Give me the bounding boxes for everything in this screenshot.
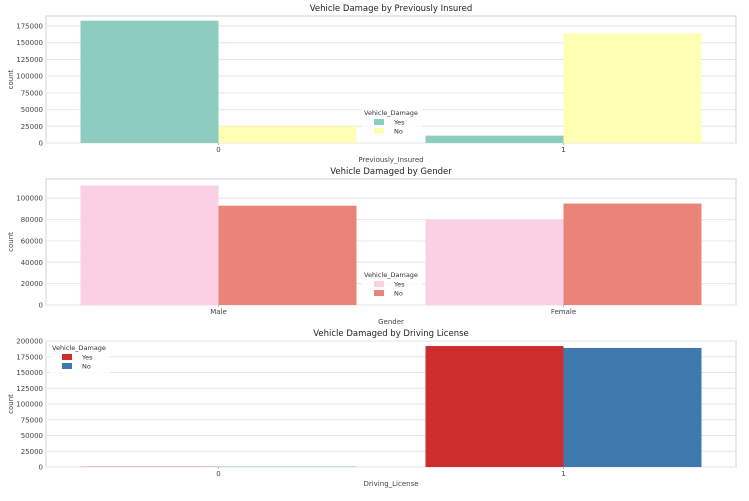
x-tick-label: 1 <box>561 470 565 478</box>
legend-title: Vehicle_Damage <box>364 109 418 117</box>
y-tick-label: 60000 <box>21 237 43 245</box>
y-tick-label: 100000 <box>16 195 43 203</box>
bar-yes-male <box>80 185 219 305</box>
x-axis-label: Previously_Insured <box>358 156 423 164</box>
y-tick-label: 75000 <box>21 416 43 424</box>
y-tick-label: 175000 <box>16 23 43 31</box>
legend-label-yes: Yes <box>81 354 93 362</box>
bar-yes-1 <box>425 135 564 143</box>
x-axis-label: Gender <box>378 318 404 326</box>
bar-yes-0 <box>80 20 219 143</box>
y-tick-label: 125000 <box>16 385 43 393</box>
x-tick-label: 1 <box>561 146 565 154</box>
bar-yes-1 <box>425 346 564 467</box>
bar-no-0 <box>218 126 357 143</box>
legend-box <box>50 343 110 374</box>
x-tick-label: 0 <box>216 470 220 478</box>
y-tick-label: 50000 <box>21 106 43 114</box>
legend-swatch-yes <box>374 281 384 287</box>
y-tick-label: 100000 <box>16 401 43 409</box>
legend-label-no: No <box>394 290 403 298</box>
y-tick-label: 20000 <box>21 280 43 288</box>
bar-no-female <box>563 203 702 305</box>
chart-panel-2: 0 25000 50000 75000 100000 125000 150000 175000… <box>7 329 737 488</box>
legend-title: Vehicle_Damage <box>364 271 418 279</box>
chart-title: Vehicle Damaged by Driving License <box>313 329 469 339</box>
y-tick-label: 80000 <box>21 216 43 224</box>
bar-no-1 <box>563 347 702 467</box>
y-tick-label: 40000 <box>21 259 43 267</box>
legend-swatch-no <box>374 290 384 296</box>
legend-title: Vehicle_Damage <box>52 344 106 352</box>
legend-label-yes: Yes <box>393 281 405 289</box>
chart-panel-0: 0 25000 50000 75000 100000 125000 150000 175000… <box>7 4 737 164</box>
bar-no-1 <box>563 33 702 143</box>
y-tick-label: 0 <box>39 464 43 472</box>
legend-swatch-yes <box>62 354 72 360</box>
y-tick-label: 150000 <box>16 39 43 47</box>
bar-no-male <box>218 205 357 305</box>
legend-box <box>362 270 422 301</box>
chart-title: Vehicle Damaged by Gender <box>330 167 452 177</box>
y-tick-label: 25000 <box>21 123 43 131</box>
y-tick-label: 50000 <box>21 432 43 440</box>
legend-swatch-no <box>62 363 72 369</box>
chart-title: Vehicle Damage by Previously Insured <box>310 4 472 14</box>
y-tick-label: 25000 <box>21 448 43 456</box>
legend-box <box>362 108 422 139</box>
y-tick-label: 0 <box>39 140 43 148</box>
legend-swatch-yes <box>374 119 384 125</box>
y-tick-label: 0 <box>39 302 43 310</box>
x-tick-label: Female <box>551 308 576 316</box>
x-tick-label: 0 <box>216 146 220 154</box>
y-tick-label: 75000 <box>21 89 43 97</box>
y-tick-label: 100000 <box>16 73 43 81</box>
x-tick-label: Male <box>210 308 227 316</box>
legend-label-yes: Yes <box>393 119 405 127</box>
y-axis-label: count <box>7 69 15 89</box>
y-tick-label: 175000 <box>16 353 43 361</box>
y-axis-label: count <box>7 394 15 414</box>
y-tick-label: 150000 <box>16 369 43 377</box>
x-axis-label: Driving_License <box>363 480 418 488</box>
y-tick-label: 125000 <box>16 56 43 64</box>
bar-yes-female <box>425 219 564 305</box>
legend-swatch-no <box>374 128 384 134</box>
legend-label-no: No <box>394 128 403 136</box>
chart-panel-1: 0 20000 40000 60000 80000 100000 Male Female Veh… <box>7 167 737 326</box>
y-axis-label: count <box>7 232 15 252</box>
legend-label-no: No <box>82 363 91 371</box>
y-tick-label: 200000 <box>16 338 43 346</box>
